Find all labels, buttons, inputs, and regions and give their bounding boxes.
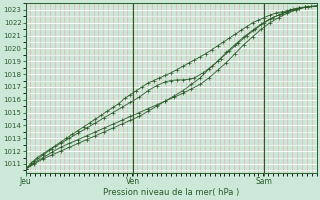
X-axis label: Pression niveau de la mer( hPa ): Pression niveau de la mer( hPa ) xyxy=(103,188,239,197)
